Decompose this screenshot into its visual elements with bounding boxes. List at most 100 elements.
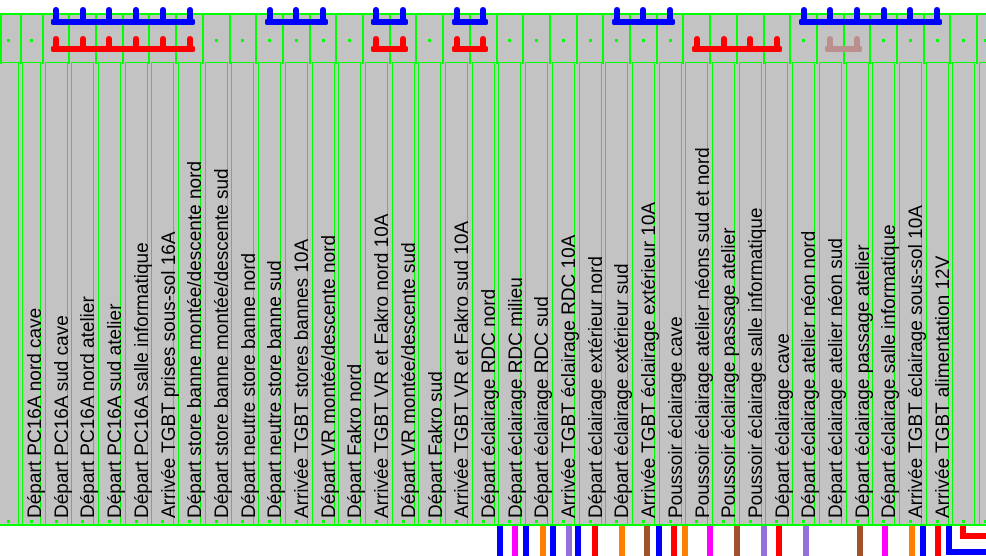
terminal-box[interactable] — [952, 62, 976, 526]
bottom-connection-dot — [962, 520, 966, 523]
terminal-box[interactable] — [525, 62, 549, 526]
circuit-wire-blue[interactable] — [920, 526, 927, 556]
terminal-box[interactable] — [204, 62, 228, 526]
spare-terminal — [22, 62, 41, 526]
terminal-box[interactable] — [658, 62, 682, 526]
terminal-box[interactable] — [178, 62, 201, 526]
terminal-label: Arrivée TGBT éclairage RDC 10A — [559, 234, 580, 518]
terminal-label: Arrivée TGBT alimentation 12V — [932, 255, 954, 518]
circuit-wire-magenta[interactable] — [881, 526, 888, 556]
circuit-wire-red[interactable] — [592, 526, 598, 556]
terminal-box[interactable] — [445, 62, 468, 526]
circuit-wire-purple[interactable] — [802, 526, 809, 556]
terminal-box[interactable] — [685, 62, 709, 526]
bottom-connection-dot — [508, 520, 512, 523]
terminal-box[interactable] — [124, 62, 148, 526]
circuit-wire-orange[interactable] — [539, 526, 546, 556]
terminal-label: Arrivée TGBT prises sous-sol 16A — [158, 231, 180, 518]
top-connection-dot — [588, 39, 592, 42]
terminal-box[interactable] — [872, 62, 896, 526]
terminal-box[interactable] — [765, 62, 789, 526]
jumper-bridge-red[interactable] — [691, 46, 782, 52]
jumper-bridge-blue[interactable] — [451, 19, 489, 25]
jumper-bridge-tooth — [827, 7, 834, 21]
terminal-box[interactable] — [551, 62, 575, 526]
circuit-wire-red[interactable] — [959, 526, 966, 539]
terminal-box[interactable] — [498, 62, 522, 526]
jumper-bridge-red[interactable] — [51, 46, 195, 52]
terminal-box[interactable] — [151, 62, 175, 526]
jumper-bridge-blue[interactable] — [798, 19, 943, 25]
circuit-wire-blue[interactable] — [656, 526, 663, 556]
terminal-box[interactable] — [925, 62, 949, 526]
top-connection-dot — [615, 39, 619, 42]
jumper-bridge-tooth — [79, 36, 86, 48]
terminal-box[interactable] — [578, 62, 602, 526]
terminal-box[interactable] — [311, 62, 335, 526]
terminal-box[interactable] — [471, 62, 495, 526]
circuit-wire-brown[interactable] — [644, 526, 651, 556]
terminal-box[interactable] — [71, 62, 95, 526]
circuit-wire-blue[interactable] — [522, 526, 529, 556]
jumper-bridge-tooth — [453, 7, 460, 21]
circuit-wire-blue[interactable] — [550, 526, 557, 556]
jumper-bridge-tooth — [854, 7, 860, 21]
terminal-box[interactable] — [338, 62, 362, 526]
top-connection-dot — [241, 39, 245, 42]
jumper-bridge-bridge_brown[interactable] — [825, 46, 862, 52]
top-connection-dot — [6, 39, 10, 42]
bottom-connection-dot — [935, 520, 939, 523]
jumper-bridge-tooth — [400, 36, 407, 48]
jumper-bridge-blue[interactable] — [51, 19, 195, 25]
circuit-wire-red[interactable] — [671, 526, 678, 556]
terminal-boundary-stub — [976, 13, 979, 64]
jumper-bridge-red[interactable] — [451, 46, 489, 52]
circuit-wire-orange[interactable] — [909, 526, 916, 556]
jumper-bridge-blue[interactable] — [371, 19, 409, 25]
jumper-bridge-blue[interactable] — [611, 19, 676, 25]
terminal-box[interactable] — [231, 62, 255, 526]
terminal-box[interactable] — [738, 62, 762, 526]
terminal-box[interactable] — [391, 62, 415, 526]
terminal-box[interactable] — [818, 62, 842, 526]
terminal-label: Départ PC16A sud cave — [51, 315, 73, 518]
circuit-wire-blue[interactable] — [496, 526, 503, 556]
circuit-wire-purple[interactable] — [760, 526, 767, 556]
circuit-wire-brown[interactable] — [857, 526, 863, 556]
terminal-box[interactable] — [364, 62, 388, 526]
bottom-connection-dot — [107, 520, 111, 523]
terminal-box[interactable] — [898, 62, 922, 526]
top-connection-dot — [30, 39, 33, 42]
jumper-bridge-red[interactable] — [371, 46, 409, 52]
terminal-box[interactable] — [605, 62, 629, 526]
terminal-box[interactable] — [845, 62, 869, 526]
terminal-box[interactable] — [792, 62, 816, 526]
bottom-connection-dot — [81, 520, 85, 523]
circuit-wire-red[interactable] — [959, 533, 986, 539]
circuit-wire-orange[interactable] — [618, 526, 625, 556]
jumper-bridge-blue[interactable] — [264, 19, 328, 25]
terminal-boundary-stub — [949, 13, 952, 64]
circuit-wire-magenta[interactable] — [706, 526, 713, 556]
terminal-box[interactable] — [44, 62, 68, 526]
backplane — [0, 14, 986, 526]
terminal-box[interactable] — [284, 62, 308, 526]
jumper-bridge-tooth — [320, 7, 326, 21]
terminal-box[interactable] — [418, 62, 442, 526]
circuit-wire-blue[interactable] — [575, 526, 581, 556]
circuit-wire-orange[interactable] — [681, 526, 688, 556]
terminal-box[interactable] — [631, 62, 655, 526]
terminal-box[interactable] — [258, 62, 282, 526]
circuit-wire-brown[interactable] — [734, 526, 741, 556]
bottom-connection-dot — [882, 520, 886, 523]
circuit-wire-purple[interactable] — [566, 526, 573, 556]
terminal-box[interactable] — [97, 62, 121, 526]
terminal-box[interactable] — [712, 62, 735, 526]
circuit-wire-red[interactable] — [775, 526, 782, 556]
circuit-wire-blue[interactable] — [945, 549, 986, 555]
terminal-boundary-stub — [762, 13, 765, 64]
top-connection-dot — [641, 39, 645, 42]
circuit-wire-blue[interactable] — [945, 526, 952, 555]
circuit-wire-red[interactable] — [935, 526, 942, 556]
circuit-wire-magenta[interactable] — [511, 526, 518, 556]
